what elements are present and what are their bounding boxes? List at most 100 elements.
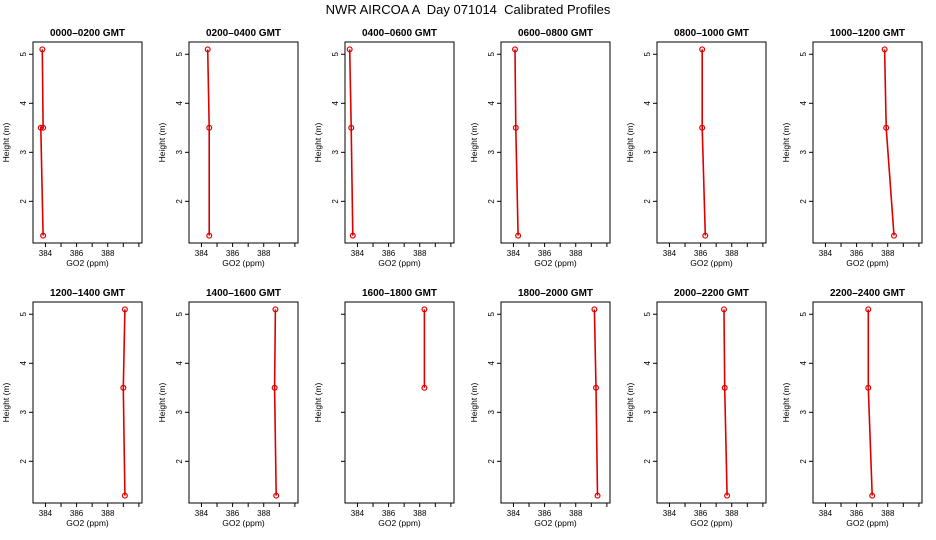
y-tick-label: 3 xyxy=(643,410,652,415)
data-point xyxy=(40,232,47,239)
data-point xyxy=(591,306,598,313)
x-tick-label: 384 xyxy=(507,509,521,518)
y-tick-label: 3 xyxy=(487,410,496,415)
y-tick-label: 2 xyxy=(19,199,28,204)
x-tick-label: 386 xyxy=(850,509,864,518)
y-tick-label: 5 xyxy=(643,311,652,316)
x-axis-label: GO2 (ppm) xyxy=(378,258,421,268)
plot-frame xyxy=(656,41,767,244)
y-tick-label: 2 xyxy=(643,199,652,204)
y-axis-label: Height (m) xyxy=(1,123,11,163)
y-tick-label: 5 xyxy=(19,51,28,56)
x-tick-label: 388 xyxy=(257,509,271,518)
x-tick-label: 384 xyxy=(819,249,833,258)
panel-title: 0400–0600 GMT xyxy=(362,28,437,39)
y-tick-label: 4 xyxy=(799,101,808,106)
x-tick-label: 384 xyxy=(351,249,365,258)
data-point xyxy=(273,492,280,499)
y-tick-label: 2 xyxy=(487,199,496,204)
y-tick-label: 3 xyxy=(19,150,28,155)
plot-frame xyxy=(344,41,455,244)
panel-title: 2000–2200 GMT xyxy=(674,288,749,299)
data-point xyxy=(883,124,890,131)
y-tick-label: 2 xyxy=(19,459,28,464)
plot-frame xyxy=(188,41,299,244)
data-point xyxy=(206,232,213,239)
y-axis-label: Height (m) xyxy=(781,123,791,163)
profile-line xyxy=(206,49,210,236)
data-point xyxy=(720,306,727,313)
y-tick-label: 4 xyxy=(331,101,340,106)
data-point xyxy=(512,124,519,131)
x-tick-label: 388 xyxy=(413,249,427,258)
data-point xyxy=(865,306,872,313)
data-point xyxy=(699,46,706,53)
y-tick-label: 2 xyxy=(799,199,808,204)
y-tick-label: 5 xyxy=(799,311,808,316)
y-tick-label: 4 xyxy=(19,101,28,106)
profile-line xyxy=(883,49,895,236)
data-point xyxy=(272,306,279,313)
x-tick-label: 386 xyxy=(694,509,708,518)
plot-frame xyxy=(500,301,611,504)
data-point xyxy=(349,232,356,239)
y-tick-label: 3 xyxy=(799,410,808,415)
x-axis-label: GO2 (ppm) xyxy=(846,518,889,528)
profile-line xyxy=(39,49,44,236)
y-tick-label: 2 xyxy=(799,459,808,464)
plot-frame xyxy=(32,301,143,504)
x-tick-label: 386 xyxy=(70,249,84,258)
y-tick-label: 5 xyxy=(175,311,184,316)
data-point xyxy=(346,46,353,53)
y-tick-label: 3 xyxy=(175,410,184,415)
x-tick-label: 384 xyxy=(39,249,53,258)
x-tick-label: 384 xyxy=(195,249,209,258)
panel-title: 2200–2400 GMT xyxy=(830,288,905,299)
x-tick-label: 388 xyxy=(725,249,739,258)
profile-line xyxy=(701,49,707,236)
data-point xyxy=(271,384,278,391)
data-point xyxy=(39,46,46,53)
data-point xyxy=(348,124,355,131)
data-point xyxy=(512,46,519,53)
x-tick-label: 388 xyxy=(569,249,583,258)
y-tick-label: 2 xyxy=(175,199,184,204)
y-tick-label: 4 xyxy=(643,361,652,366)
x-tick-label: 384 xyxy=(39,509,53,518)
y-tick-label: 3 xyxy=(643,150,652,155)
x-axis-label: GO2 (ppm) xyxy=(66,518,109,528)
x-tick-label: 388 xyxy=(101,509,115,518)
data-point xyxy=(721,384,728,391)
x-tick-label: 386 xyxy=(538,249,552,258)
profile-line xyxy=(514,49,519,236)
panel-title: 0200–0400 GMT xyxy=(206,28,281,39)
data-point xyxy=(37,124,44,131)
data-point xyxy=(121,306,128,313)
y-tick-label: 2 xyxy=(643,459,652,464)
y-tick-label: 3 xyxy=(331,150,340,155)
y-axis-label: Height (m) xyxy=(157,123,167,163)
data-point xyxy=(515,232,522,239)
y-tick-label: 4 xyxy=(487,361,496,366)
x-tick-label: 386 xyxy=(382,249,396,258)
y-axis-label: Height (m) xyxy=(157,383,167,423)
y-tick-label: 3 xyxy=(799,150,808,155)
data-point xyxy=(724,492,731,499)
data-point xyxy=(206,124,213,131)
y-tick-label: 5 xyxy=(487,51,496,56)
y-tick-label: 3 xyxy=(175,150,184,155)
y-tick-label: 4 xyxy=(175,101,184,106)
x-tick-label: 384 xyxy=(819,509,833,518)
data-point xyxy=(40,124,47,131)
x-tick-label: 388 xyxy=(101,249,115,258)
x-tick-label: 388 xyxy=(413,509,427,518)
